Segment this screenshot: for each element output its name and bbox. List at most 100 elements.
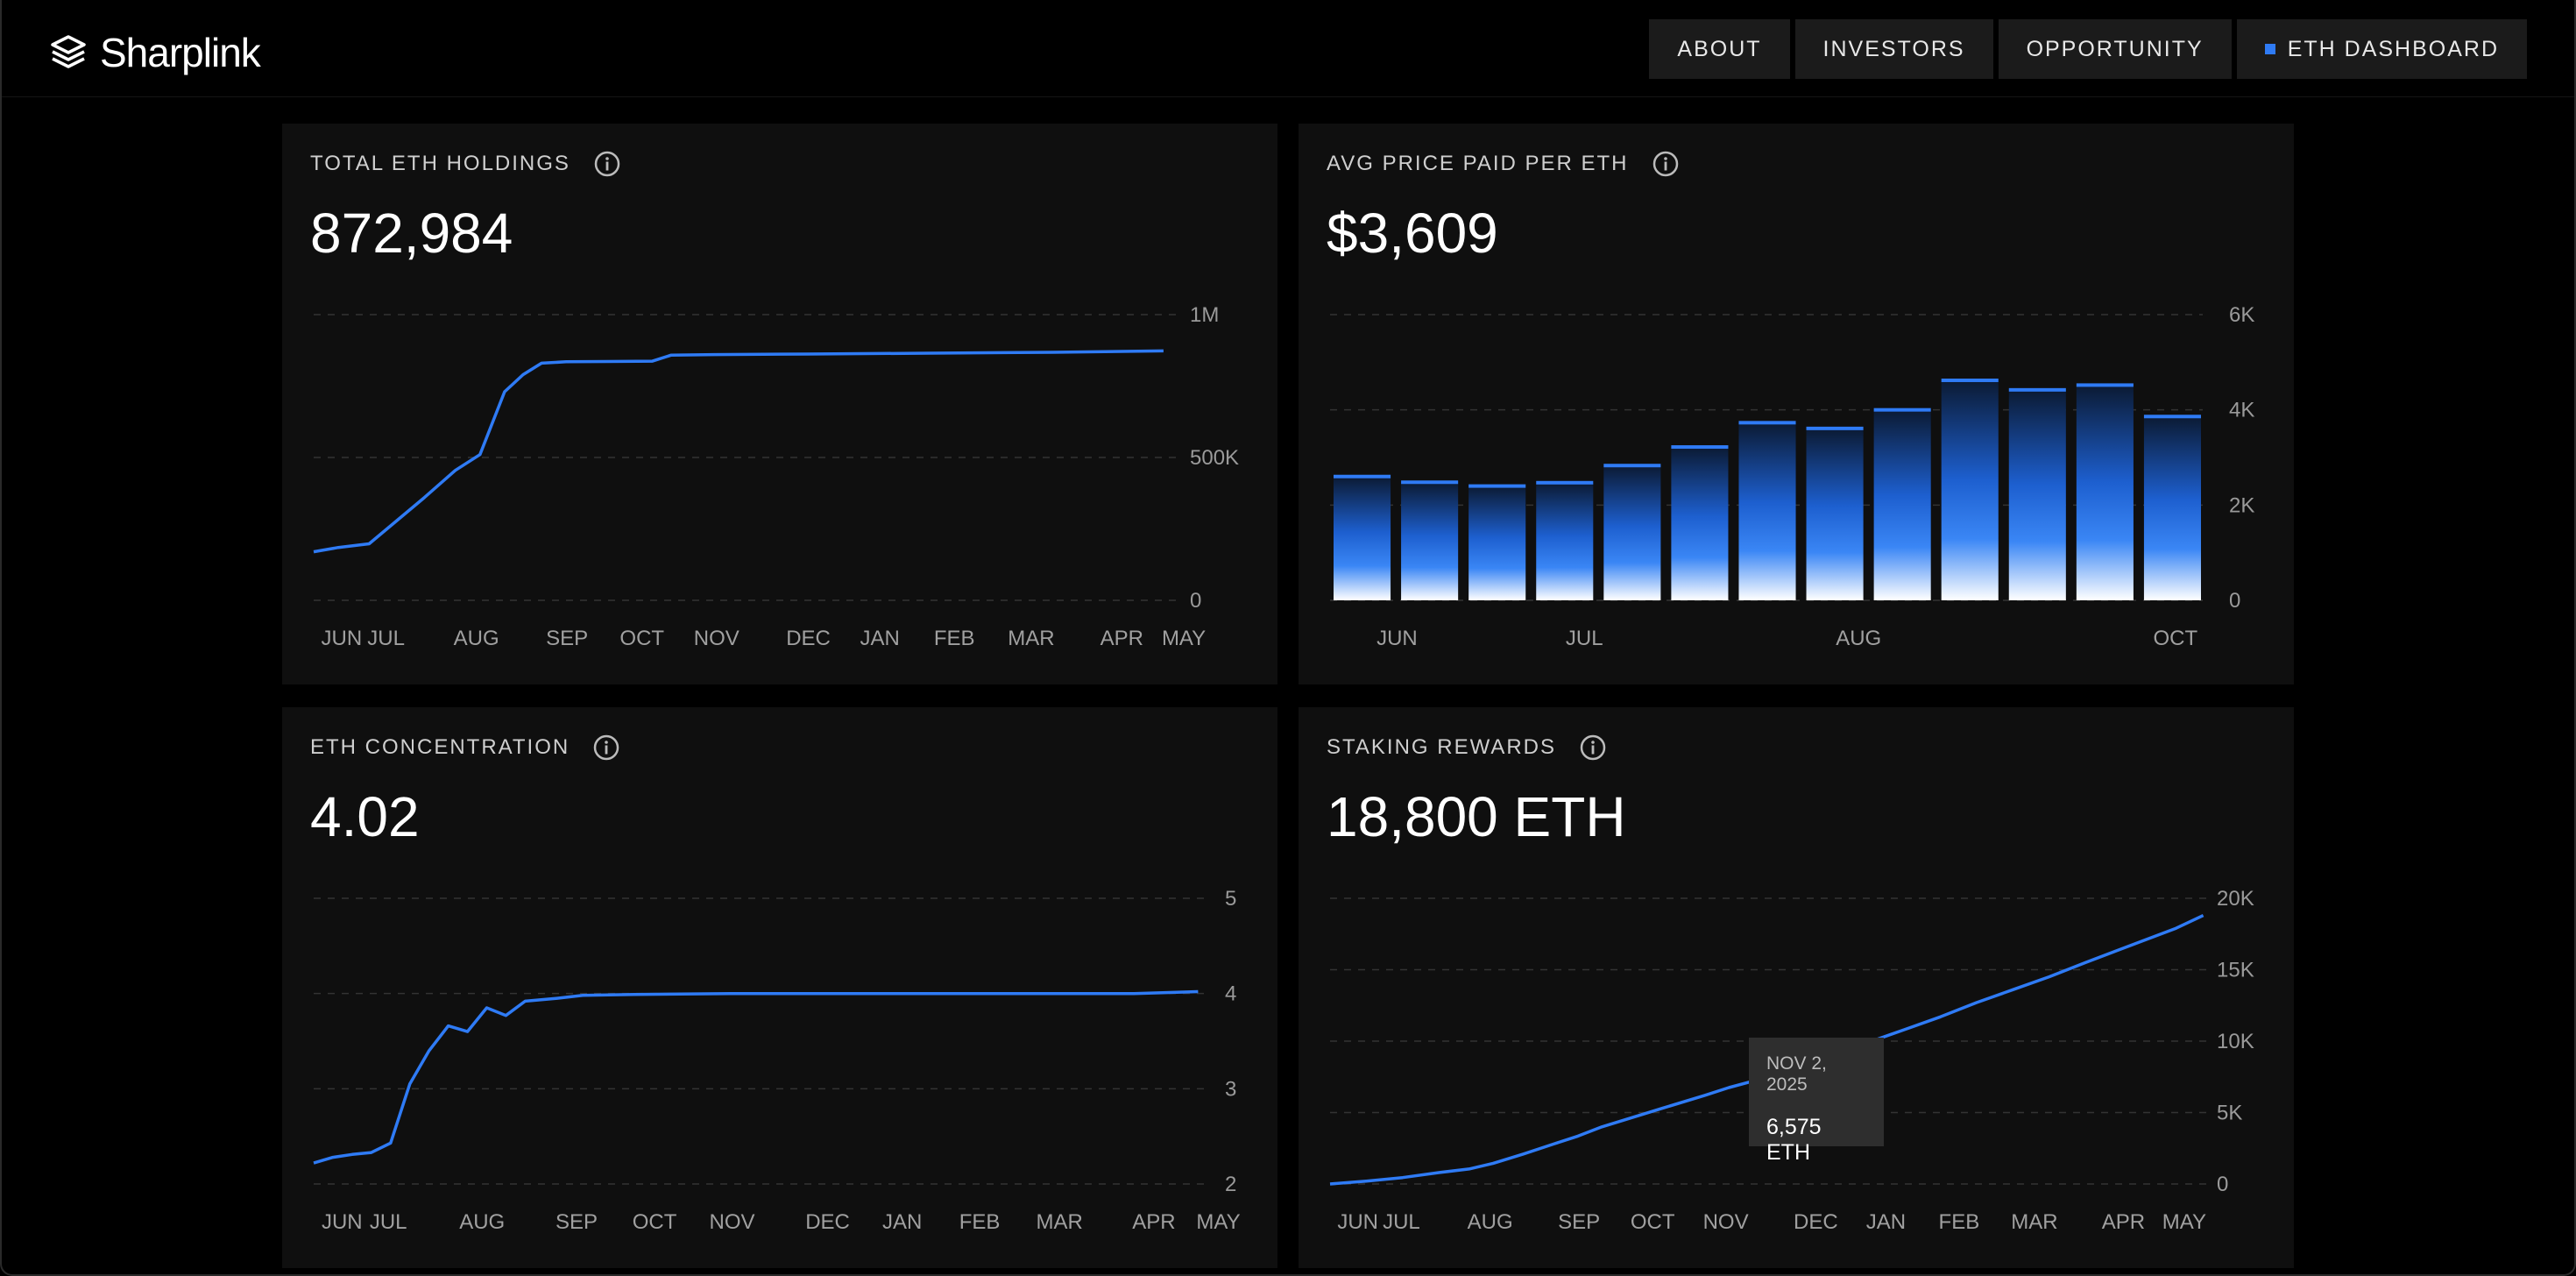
x-tick-label: JAN	[882, 1210, 922, 1234]
bar	[1738, 422, 1796, 600]
x-tick-label: MAY	[2162, 1210, 2206, 1234]
x-tick-label: JUL	[370, 1210, 407, 1234]
x-tick-label: MAR	[2011, 1210, 2057, 1234]
x-tick-label: APR	[1100, 627, 1143, 650]
x-tick-label: JUN	[1376, 627, 1418, 650]
x-tick-label: SEP	[1558, 1210, 1600, 1234]
x-tick-label: AUG	[454, 627, 499, 650]
nav-investors[interactable]: INVESTORS	[1794, 19, 1993, 79]
info-icon[interactable]	[593, 150, 621, 178]
x-tick-label: DEC	[805, 1210, 850, 1234]
info-icon[interactable]	[1652, 150, 1680, 178]
card-eth-concentration: 2 3 4 5 JUN JUL AUG SEP OCT NOV DEC JAN FEB MAR APR MAY…	[282, 707, 1277, 1268]
x-tick-label: NOV	[1703, 1210, 1749, 1234]
x-tick-label: SEP	[556, 1210, 598, 1234]
avg-price-value: $3,609	[1327, 202, 1498, 265]
x-tick-label: APR	[1132, 1210, 1175, 1234]
y-tick-label: 0	[2229, 589, 2240, 613]
x-tick-label: DEC	[1794, 1210, 1838, 1234]
series-line	[313, 989, 1199, 1165]
x-tick-label: FEB	[1939, 1210, 1980, 1234]
holdings-chart[interactable]: 0 500K 1M JUN JUL AUG SEP OCT NOV DEC JAN FEB MAR APR…	[282, 124, 1277, 684]
bar	[1806, 428, 1864, 600]
nav-investors-label: INVESTORS	[1822, 36, 1965, 61]
y-tick-label: 0	[2217, 1173, 2228, 1196]
x-tick-label: JUL	[1383, 1210, 1420, 1234]
info-icon[interactable]	[1579, 734, 1607, 762]
nav-about[interactable]: ABOUT	[1649, 19, 1790, 79]
bar	[1468, 486, 1526, 600]
bar-cap	[1738, 421, 1796, 425]
y-tick-label: 4K	[2229, 399, 2254, 422]
card-title: AVG PRICE PAID PER ETH	[1327, 150, 1680, 178]
card-title: STAKING REWARDS	[1327, 734, 1607, 762]
staking-title: STAKING REWARDS	[1327, 735, 1557, 759]
series-line	[313, 349, 1164, 554]
x-tick-label: JUL	[1566, 627, 1603, 650]
nav-about-label: ABOUT	[1677, 36, 1762, 61]
y-tick-label: 0	[1190, 589, 1201, 613]
bar	[1401, 482, 1459, 600]
avg-price-title: AVG PRICE PAID PER ETH	[1327, 152, 1629, 175]
bar	[1603, 465, 1661, 600]
bar	[2076, 385, 2134, 600]
x-tick-label: NOV	[709, 1210, 754, 1234]
x-tick-label: AUG	[1468, 1210, 1513, 1234]
x-tick-label: JUL	[367, 627, 405, 650]
x-tick-label: JAN	[1866, 1210, 1906, 1234]
bar-cap	[1334, 474, 1391, 478]
bar-cap	[1671, 445, 1729, 450]
bar	[1671, 447, 1729, 600]
bar-cap	[1941, 378, 1999, 382]
bar-cap	[1468, 484, 1526, 488]
y-tick-label: 15K	[2217, 959, 2254, 982]
brand-name: Sharplink	[100, 30, 261, 75]
bar-cap	[2008, 387, 2066, 392]
y-tick-label: 2	[1225, 1173, 1236, 1196]
x-tick-label: AUG	[1836, 627, 1881, 650]
bar	[1873, 409, 1931, 600]
brand-logo[interactable]: Sharplink	[49, 30, 261, 75]
x-tick-label: JUN	[1337, 1210, 1378, 1234]
info-icon[interactable]	[592, 734, 620, 762]
holdings-value: 872,984	[310, 202, 513, 265]
x-tick-label: OCT	[1631, 1210, 1675, 1234]
nav-opportunity[interactable]: OPPORTUNITY	[1998, 19, 2232, 79]
x-tick-label: NOV	[694, 627, 740, 650]
card-title: TOTAL ETH HOLDINGS	[310, 150, 621, 178]
x-tick-label: OCT	[2153, 627, 2197, 650]
x-tick-label: MAR	[1008, 627, 1054, 650]
nav-eth-dashboard-label: ETH DASHBOARD	[2287, 36, 2499, 61]
y-tick-label: 6K	[2229, 303, 2254, 327]
bar-cap	[1401, 480, 1459, 485]
x-tick-label: SEP	[546, 627, 588, 650]
staking-value: 18,800 ETH	[1327, 785, 1626, 848]
bar	[1536, 482, 1594, 600]
chart-tooltip: NOV 2, 2025 6,575 ETH	[1749, 1038, 1884, 1165]
y-tick-label: 5K	[2217, 1102, 2242, 1125]
bar-cap	[1873, 408, 1931, 412]
holdings-title: TOTAL ETH HOLDINGS	[310, 152, 570, 175]
y-tick-label: 3	[1225, 1077, 1236, 1101]
bar-cap	[1603, 464, 1661, 468]
x-tick-label: DEC	[786, 627, 831, 650]
y-tick-label: 20K	[2217, 887, 2254, 911]
y-tick-label: 1M	[1190, 303, 1219, 327]
avg-price-chart[interactable]: 0 2K 4K 6K JUN JUL AUG OCT	[1299, 124, 2294, 684]
card-title: ETH CONCENTRATION	[310, 734, 620, 762]
nav-opportunity-label: OPPORTUNITY	[2026, 36, 2204, 61]
x-tick-label: FEB	[934, 627, 975, 650]
logo-icon	[51, 35, 86, 68]
concentration-chart[interactable]: 2 3 4 5 JUN JUL AUG SEP OCT NOV DEC JAN FEB MAR APR MAY	[282, 707, 1277, 1268]
x-tick-label: JUN	[322, 1210, 363, 1234]
bar	[1941, 379, 1999, 600]
x-tick-label: APR	[2102, 1210, 2145, 1234]
bar	[2008, 389, 2066, 600]
concentration-value: 4.02	[310, 785, 420, 848]
y-tick-label: 500K	[1190, 446, 1239, 470]
x-tick-label: MAY	[1196, 1210, 1240, 1234]
bar	[1334, 476, 1391, 600]
concentration-title: ETH CONCENTRATION	[310, 735, 570, 759]
active-indicator	[2264, 44, 2275, 54]
nav-eth-dashboard[interactable]: ETH DASHBOARD	[2236, 19, 2527, 79]
